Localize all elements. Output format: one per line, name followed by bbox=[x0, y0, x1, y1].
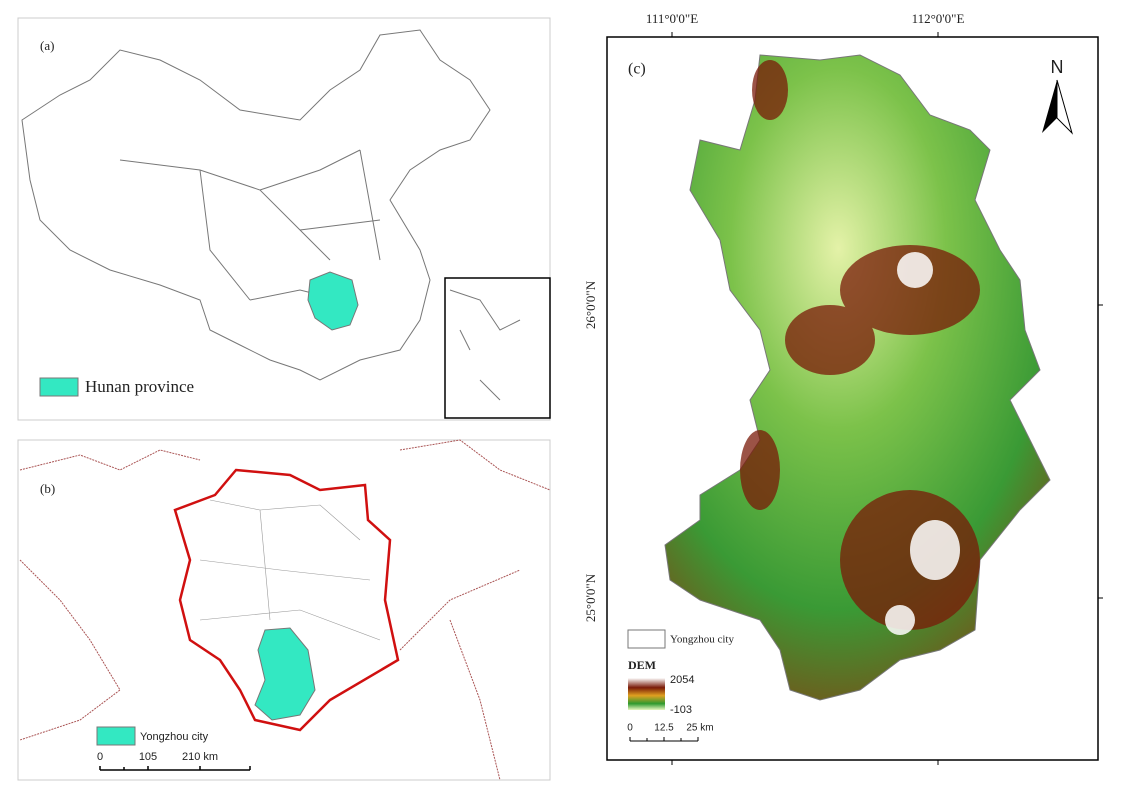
x-label: 111°0'0"E bbox=[646, 11, 698, 26]
hunan-boundary bbox=[173, 468, 400, 732]
hunan-shape bbox=[307, 271, 359, 331]
panel-c: (c) 111°0'0"E 112°0'0"E 26°0'0"N 25°0'0"… bbox=[583, 11, 1103, 765]
north-arrow bbox=[1042, 80, 1057, 133]
dem-max: 2054 bbox=[670, 674, 694, 686]
x-label: 112°0'0"E bbox=[912, 11, 965, 26]
yongzhou-shape bbox=[254, 627, 316, 721]
panel-frame bbox=[17, 17, 551, 421]
y-label: 25°0'0"N bbox=[583, 573, 598, 622]
scale-label: 210 km bbox=[182, 751, 218, 763]
china-outline bbox=[21, 29, 491, 381]
legend-swatch bbox=[627, 629, 666, 649]
dem-ramp bbox=[628, 678, 665, 710]
north-label: N bbox=[1051, 57, 1064, 77]
inset-coast bbox=[449, 289, 521, 401]
scale-label: 0 bbox=[97, 751, 103, 763]
neighbor-borders bbox=[19, 439, 551, 781]
province-borders bbox=[119, 149, 381, 301]
scale-label: 0 bbox=[627, 723, 633, 734]
legend-title: DEM bbox=[628, 658, 656, 672]
graticule-ticks bbox=[671, 32, 1103, 765]
legend-swatch bbox=[39, 377, 79, 397]
panel-b: (b) Yongzhou city 0 105 210 km bbox=[17, 439, 551, 781]
city-borders bbox=[199, 499, 381, 641]
panel-a: (a) Hunan province bbox=[17, 17, 551, 421]
inset-box bbox=[444, 277, 551, 419]
legend-swatch bbox=[96, 726, 136, 746]
panel-label: (c) bbox=[628, 61, 646, 78]
panel-label: (a) bbox=[40, 38, 54, 53]
north-arrow bbox=[1056, 79, 1074, 135]
scale-bar bbox=[629, 737, 699, 742]
panel-frame bbox=[17, 439, 551, 781]
scale-label: 12.5 bbox=[654, 723, 674, 734]
peaks bbox=[885, 252, 960, 635]
map-frame bbox=[606, 36, 1099, 761]
legend-text: Yongzhou city bbox=[670, 634, 734, 646]
scale-label: 105 bbox=[139, 751, 157, 763]
dem-min: -103 bbox=[670, 704, 692, 716]
legend-text: Hunan province bbox=[85, 377, 194, 396]
y-label: 26°0'0"N bbox=[583, 280, 598, 329]
scale-bar bbox=[99, 766, 251, 771]
panel-label: (b) bbox=[40, 481, 55, 496]
scale-label: 25 km bbox=[686, 723, 713, 734]
legend-text: Yongzhou city bbox=[140, 731, 209, 743]
